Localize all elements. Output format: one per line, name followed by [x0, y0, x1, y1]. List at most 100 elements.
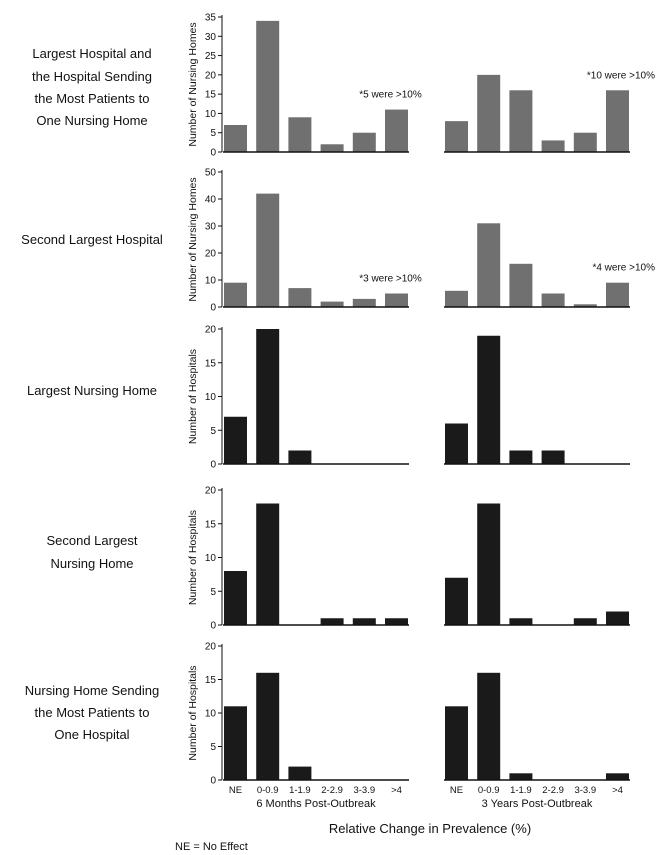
bar [541, 140, 565, 152]
bar [445, 577, 468, 625]
bar [385, 618, 408, 625]
row-label-line: Largest Nursing Home [27, 383, 157, 398]
chart-panel-4: Second Largest Nursing Home 0 5 10 15 20 Number… [46, 486, 630, 632]
bar [509, 618, 533, 625]
y-tick-label: 0 [210, 148, 216, 159]
bar [224, 125, 247, 152]
footnote: NE = No Effect [175, 841, 248, 853]
row-label-line: One Nursing Home [36, 113, 147, 128]
x-group-label: 3 Years Post-Outbreak [482, 798, 593, 810]
y-tick-label: 30 [205, 222, 217, 233]
bar [256, 329, 280, 464]
bar [224, 282, 247, 307]
x-tick-label: >4 [612, 785, 623, 796]
bar [224, 416, 247, 464]
bar [352, 132, 376, 152]
y-tick-label: 0 [210, 303, 216, 314]
bar [445, 706, 468, 780]
x-axis-title: Relative Change in Prevalence (%) [329, 821, 531, 836]
bar [509, 263, 533, 307]
bar [606, 282, 629, 307]
bar [224, 706, 247, 780]
x-tick-label: 3-3.9 [353, 785, 375, 796]
x-tick-label: 2-2.9 [321, 785, 343, 796]
bar [573, 304, 597, 307]
y-tick-label: 15 [205, 519, 217, 530]
bar [352, 618, 376, 625]
bar [352, 298, 376, 307]
x-tick-label: 3-3.9 [574, 785, 596, 796]
x-group-label: 6 Months Post-Outbreak [256, 798, 376, 810]
bar [445, 121, 468, 152]
bar [256, 672, 280, 780]
bar [606, 90, 629, 152]
y-tick-label: 0 [210, 460, 216, 471]
bar [477, 335, 501, 464]
bar [477, 503, 501, 625]
x-tick-label: 1-1.9 [289, 785, 311, 796]
x-axis-labels: NE 0-0.9 1-1.9 2-2.9 3-3.9 >4 6 Months Post-Ou… [229, 785, 623, 810]
chart-panel-3: Largest Nursing Home 0 5 10 15 20 Number of Ho… [27, 325, 630, 471]
chart-panel-1: Largest Hospital and the Hospital Sending… [32, 13, 655, 159]
y-tick-label: 10 [205, 709, 217, 720]
row-label-line: Nursing Home [50, 556, 133, 571]
bar [288, 117, 312, 152]
bar [224, 571, 247, 625]
bar [288, 766, 312, 780]
x-tick-label: NE [450, 785, 463, 796]
x-tick-label: 0-0.9 [257, 785, 279, 796]
bar [445, 423, 468, 464]
chart-panel-5: Nursing Home Sending the Most Patients to… [25, 642, 630, 787]
y-tick-label: 50 [205, 168, 217, 179]
row-label-line: Second Largest [46, 533, 137, 548]
y-tick-label: 20 [205, 70, 217, 81]
row-label-line: the Most Patients to [35, 91, 150, 106]
row-label-line: One Hospital [54, 727, 129, 742]
y-axis-title: Number of Nursing Homes [187, 22, 199, 146]
bar [288, 288, 312, 307]
chart-panel-2: Second Largest Hospital 0 10 20 30 40 50 Number… [21, 168, 655, 314]
y-axis-title: Number of Nursing Homes [187, 177, 199, 301]
row-label-line: Nursing Home Sending [25, 683, 159, 698]
x-tick-label: 1-1.9 [510, 785, 532, 796]
y-tick-label: 0 [210, 621, 216, 632]
y-tick-label: 15 [205, 675, 217, 686]
y-axis-title: Number of Hospitals [187, 349, 199, 444]
bar [256, 20, 280, 152]
x-tick-label: NE [229, 785, 242, 796]
x-tick-label: 2-2.9 [542, 785, 564, 796]
bar [320, 144, 344, 152]
bar [477, 74, 501, 152]
bar [288, 450, 312, 464]
y-tick-label: 40 [205, 195, 217, 206]
y-tick-label: 20 [205, 249, 217, 260]
y-tick-label: 15 [205, 90, 217, 101]
bar [445, 290, 468, 307]
x-tick-label: 0-0.9 [478, 785, 500, 796]
y-tick-label: 20 [205, 642, 217, 653]
y-tick-label: 5 [210, 128, 216, 139]
bar [509, 90, 533, 152]
bar [320, 618, 344, 625]
bar [606, 611, 629, 625]
bar [477, 223, 501, 307]
y-tick-label: 5 [210, 742, 216, 753]
y-axis-title: Number of Hospitals [187, 665, 199, 760]
row-label-line: the Most Patients to [35, 705, 150, 720]
y-tick-label: 35 [205, 13, 217, 24]
annotation: *10 were >10% [587, 70, 655, 81]
y-tick-label: 15 [205, 358, 217, 369]
row-label-line: the Hospital Sending [32, 69, 152, 84]
bar [477, 672, 501, 780]
row-label-line: Second Largest Hospital [21, 232, 163, 247]
y-tick-label: 20 [205, 325, 217, 336]
y-tick-label: 10 [205, 109, 217, 120]
bar [256, 503, 280, 625]
y-tick-label: 20 [205, 486, 217, 497]
bar [509, 450, 533, 464]
y-tick-label: 10 [205, 392, 217, 403]
bar [541, 293, 565, 307]
y-axis-title: Number of Hospitals [187, 510, 199, 605]
bar [320, 301, 344, 307]
